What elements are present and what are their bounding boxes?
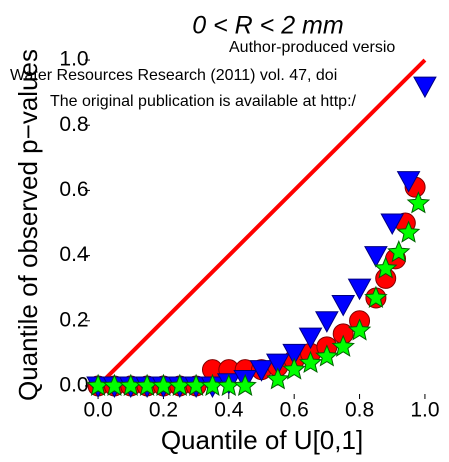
point xyxy=(315,311,339,333)
point xyxy=(413,76,437,99)
x-tick-label: 0.0 xyxy=(83,399,112,422)
point xyxy=(396,171,421,193)
point xyxy=(380,213,405,236)
point xyxy=(347,278,372,301)
series xyxy=(86,76,437,399)
point xyxy=(249,360,274,382)
y-tick-label: 0.6 xyxy=(59,178,88,201)
y-tick-label: 0.2 xyxy=(59,308,88,331)
point xyxy=(266,367,290,390)
y-tick-label: 0.4 xyxy=(59,243,89,266)
point xyxy=(396,220,421,243)
watermark-text: Author-produced versio xyxy=(229,39,395,56)
x-tick-label: 0.4 xyxy=(214,399,244,422)
point xyxy=(373,256,398,279)
point xyxy=(331,294,356,317)
x-tick-label: 0.6 xyxy=(280,399,309,422)
reference-line xyxy=(96,58,427,388)
point xyxy=(387,239,411,263)
point xyxy=(298,327,323,350)
point xyxy=(265,353,290,376)
x-tick-label: 1.0 xyxy=(410,399,439,422)
chart-title: 0 < R < 2 mm xyxy=(192,12,343,40)
point xyxy=(364,285,388,308)
x-tick-label: 0.2 xyxy=(149,399,178,422)
series xyxy=(86,191,431,396)
point xyxy=(233,373,257,396)
point xyxy=(406,191,431,214)
point xyxy=(347,318,372,341)
y-tick-label: 0.8 xyxy=(59,113,88,136)
x-tick-label: 0.8 xyxy=(345,399,374,422)
point xyxy=(364,246,388,268)
point xyxy=(282,343,307,366)
point xyxy=(331,334,355,357)
point xyxy=(282,357,306,380)
point xyxy=(298,350,323,374)
y-tick-label: 0.0 xyxy=(59,374,88,397)
x-axis-label: Quantile of U[0,1] xyxy=(161,425,363,455)
watermark-text: Water Resources Research (2011) vol. 47,… xyxy=(10,67,337,84)
y-axis-label: Quantile of observed p−values xyxy=(13,49,43,401)
watermark-text: The original publication is available at… xyxy=(50,93,357,110)
point xyxy=(315,344,339,367)
y-tick-label: 1.0 xyxy=(59,48,88,71)
